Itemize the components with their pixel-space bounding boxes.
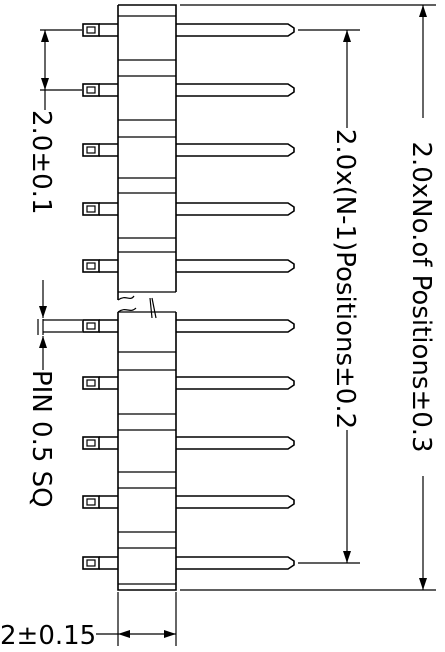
pin-tail [82, 436, 100, 450]
pin-tail-inner [86, 439, 96, 447]
pin-contact [176, 319, 295, 333]
header-housing [117, 4, 177, 591]
pin-tail [82, 376, 100, 390]
pin-tail [82, 143, 100, 157]
pin-tail-inner [86, 379, 96, 387]
break-symbol [117, 295, 157, 319]
pin-tail-inner [86, 86, 96, 94]
pin-tail [82, 23, 100, 37]
pin-contact [176, 202, 295, 216]
pin-tail-inner [86, 146, 96, 154]
pin-contact [176, 436, 295, 450]
overall-dimension: 2.0xNo.of Positions±0.3 [180, 4, 436, 591]
pin-contact [176, 23, 295, 37]
pin-size-label: PIN 0.5 SQ [26, 370, 56, 508]
pin-tail [82, 83, 100, 97]
span-dimension: 2.0x(N-1)Positions±0.2 [298, 29, 360, 564]
pin-tail [82, 259, 100, 273]
body-width-label: 2±0.15 [0, 621, 96, 651]
pin-tail [82, 202, 100, 216]
overall-label: 2.0xNo.of Positions±0.3 [406, 141, 436, 452]
pin-tail [82, 556, 100, 570]
pin-contact [176, 83, 295, 97]
pin-contact [176, 556, 295, 570]
pin-contact [176, 143, 295, 157]
pin-tail [82, 495, 100, 509]
pin-tail [82, 319, 100, 333]
housing-outline [117, 4, 177, 591]
pin-tail-inner [86, 498, 96, 506]
pitch-dimension: 2.0±0.1 [26, 29, 82, 214]
pin-contact [176, 495, 295, 509]
pin-tail-inner [86, 262, 96, 270]
pin-contact [176, 259, 295, 273]
pins-group [82, 23, 295, 570]
pin-tail-inner [86, 559, 96, 567]
pin-contact [176, 376, 295, 390]
pin-size-dimension: PIN 0.5 SQ [26, 280, 82, 508]
pitch-label: 2.0±0.1 [26, 110, 56, 214]
pin-tail-inner [86, 322, 96, 330]
span-label: 2.0x(N-1)Positions±0.2 [330, 129, 360, 429]
pin-tail-inner [86, 26, 96, 34]
pin-tail-inner [86, 205, 96, 213]
body-width-dimension: 2±0.15 [0, 592, 177, 651]
